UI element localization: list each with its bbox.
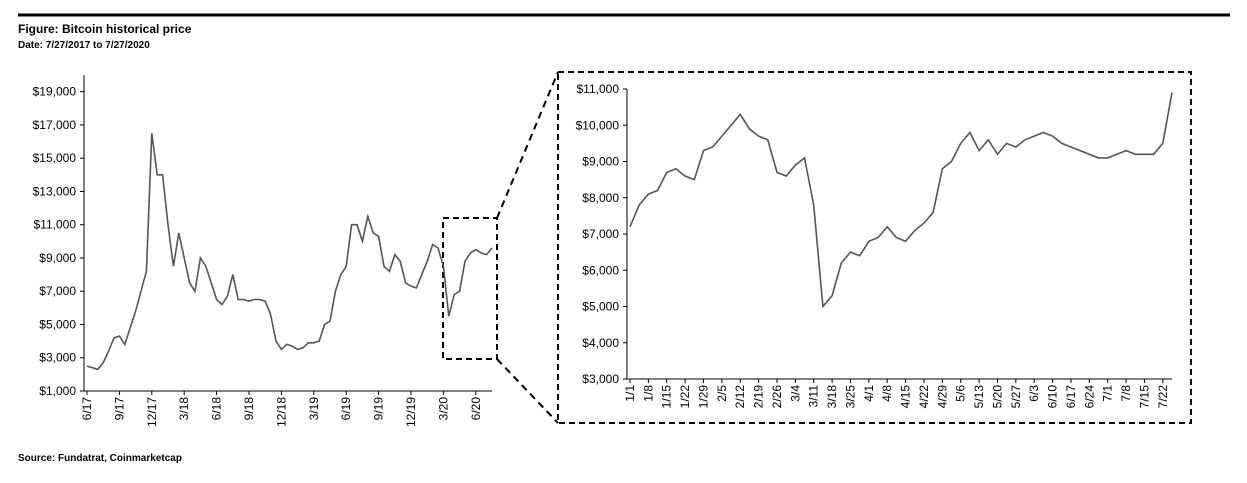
source-note: Source: Fundatrat, Coinmarketcap (18, 453, 182, 464)
x-tick-label: 1/8 (641, 385, 655, 402)
x-tick-label: 1/1 (623, 385, 637, 402)
y-tick-label: $11,000 (577, 82, 620, 96)
x-tick-label: 7/1 (1101, 385, 1115, 402)
x-tick-label: 6/3 (1027, 385, 1041, 402)
y-tick-label: $15,000 (33, 151, 77, 165)
x-tick-label: 6/17 (1064, 385, 1078, 409)
x-tick-label: 4/15 (899, 385, 913, 409)
y-tick-label: $7,000 (39, 284, 76, 298)
x-tick-label: 9/18 (242, 397, 256, 421)
zoom-region (442, 217, 498, 360)
x-tick-label: 3/20 (436, 397, 450, 421)
zoom-connector (496, 358, 559, 424)
figure-title: Figure: Bitcoin historical price (18, 22, 192, 36)
x-tick-label: 9/17 (112, 397, 126, 421)
x-tick-label: 7/15 (1137, 385, 1151, 409)
y-tick-label: $3,000 (39, 351, 76, 365)
x-tick-label: 5/27 (1009, 385, 1023, 409)
x-tick-label: 1/15 (660, 385, 674, 409)
x-tick-label: 4/29 (935, 385, 949, 409)
y-tick-label: $10,000 (576, 118, 620, 132)
price-line (86, 133, 493, 371)
x-tick-label: 3/18 (177, 397, 191, 421)
y-tick-label: $6,000 (582, 263, 619, 277)
y-tick-label: $11,000 (34, 218, 77, 232)
x-tick-label: 6/10 (1046, 385, 1060, 409)
y-tick-label: $7,000 (582, 227, 619, 241)
y-tick-label: $17,000 (33, 118, 77, 132)
x-tick-label: 1/29 (696, 385, 710, 409)
x-tick-label: 3/11 (807, 385, 821, 408)
y-tick-label: $13,000 (33, 184, 77, 198)
y-tick-label: $1,000 (39, 384, 76, 398)
y-tick-label: $9,000 (39, 251, 76, 265)
y-tick-label: $4,000 (582, 336, 619, 350)
x-tick-label: 12/19 (404, 397, 418, 427)
zoom-connector (496, 71, 559, 219)
x-tick-label: 2/19 (752, 385, 766, 409)
y-tick-label: $19,000 (33, 85, 77, 99)
x-tick-label: 6/19 (339, 397, 353, 421)
x-tick-label: 2/26 (770, 385, 784, 409)
x-tick-label: 3/19 (307, 397, 321, 421)
x-tick-label: 2/12 (733, 385, 747, 409)
x-tick-label: 5/6 (954, 385, 968, 402)
x-tick-label: 3/18 (825, 385, 839, 409)
x-tick-label: 4/8 (880, 385, 894, 402)
x-tick-label: 1/22 (678, 385, 692, 409)
x-tick-label: 4/1 (862, 385, 876, 402)
price-line (629, 92, 1173, 309)
x-tick-label: 7/22 (1156, 385, 1170, 409)
x-tick-label: 4/22 (917, 385, 931, 409)
y-tick-label: $8,000 (582, 191, 619, 205)
y-tick-label: $3,000 (582, 372, 619, 386)
x-tick-label: 6/17 (80, 397, 94, 421)
x-tick-label: 5/13 (972, 385, 986, 409)
x-tick-label: 3/4 (788, 385, 802, 402)
x-tick-label: 6/24 (1082, 385, 1096, 409)
y-tick-label: $9,000 (582, 155, 619, 169)
x-tick-label: 12/18 (274, 397, 288, 427)
x-tick-label: 5/20 (990, 385, 1004, 409)
zoom-panel (557, 71, 1192, 424)
x-tick-label: 3/25 (843, 385, 857, 409)
x-tick-label: 9/19 (372, 397, 386, 421)
y-tick-label: $5,000 (582, 300, 619, 314)
y-tick-label: $5,000 (39, 317, 76, 331)
x-tick-label: 6/18 (210, 397, 224, 421)
x-tick-label: 12/17 (145, 397, 159, 427)
figure-subtitle: Date: 7/27/2017 to 7/27/2020 (18, 40, 150, 51)
x-tick-label: 2/5 (715, 385, 729, 402)
x-tick-label: 7/8 (1119, 385, 1133, 402)
x-tick-label: 6/20 (469, 397, 483, 421)
